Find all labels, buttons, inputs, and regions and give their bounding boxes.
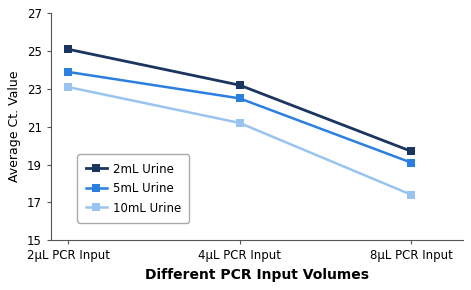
2mL Urine [65,48,71,51]
2mL Urine [408,150,414,153]
X-axis label: Different PCR Input Volumes: Different PCR Input Volumes [145,268,369,282]
10mL Urine [408,193,414,196]
5mL Urine [65,70,71,74]
Line: 5mL Urine: 5mL Urine [64,68,415,167]
Y-axis label: Average Ct. Value: Average Ct. Value [8,71,21,182]
Legend: 2mL Urine, 5mL Urine, 10mL Urine: 2mL Urine, 5mL Urine, 10mL Urine [77,154,189,223]
Line: 10mL Urine: 10mL Urine [64,83,415,199]
Line: 2mL Urine: 2mL Urine [64,45,415,155]
10mL Urine [237,121,243,125]
5mL Urine [408,161,414,164]
5mL Urine [237,97,243,100]
2mL Urine [237,84,243,87]
10mL Urine [65,85,71,89]
